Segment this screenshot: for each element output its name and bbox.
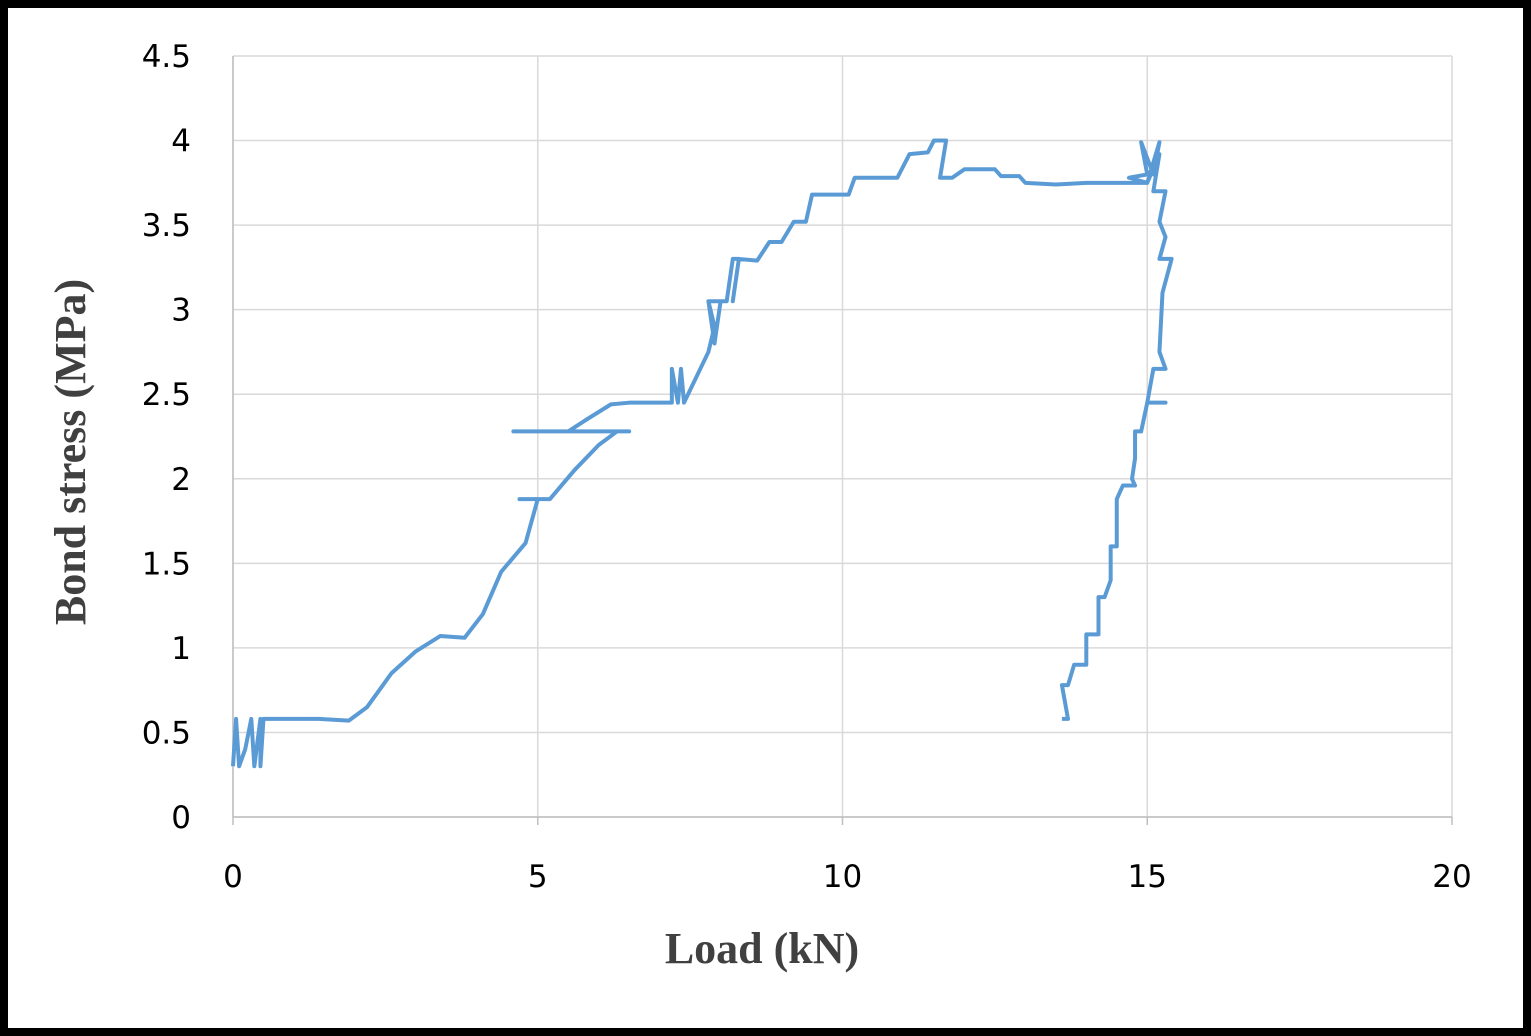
y-tick-label: 1: [171, 631, 191, 667]
y-tick-label: 0: [171, 800, 191, 836]
y-axis-title: Bond stress (MPa): [46, 279, 95, 625]
x-tick-label: 15: [1128, 859, 1167, 895]
x-tick-label: 0: [223, 859, 243, 895]
y-tick-label: 0.5: [142, 715, 191, 751]
x-axis-title: Load (kN): [665, 924, 859, 973]
x-tick-label: 10: [823, 859, 862, 895]
y-tick-label: 2: [171, 462, 191, 498]
y-tick-label: 4.5: [142, 39, 191, 75]
y-tick-label: 1.5: [142, 546, 191, 582]
x-tick-label: 5: [528, 859, 548, 895]
y-tick-label: 4: [171, 124, 191, 160]
y-tick-label: 3.5: [142, 208, 191, 244]
y-tick-label: 3: [171, 293, 191, 329]
y-tick-label: 2.5: [142, 377, 191, 413]
data-line: [231, 138, 1174, 769]
x-tick-label: 20: [1432, 859, 1471, 895]
